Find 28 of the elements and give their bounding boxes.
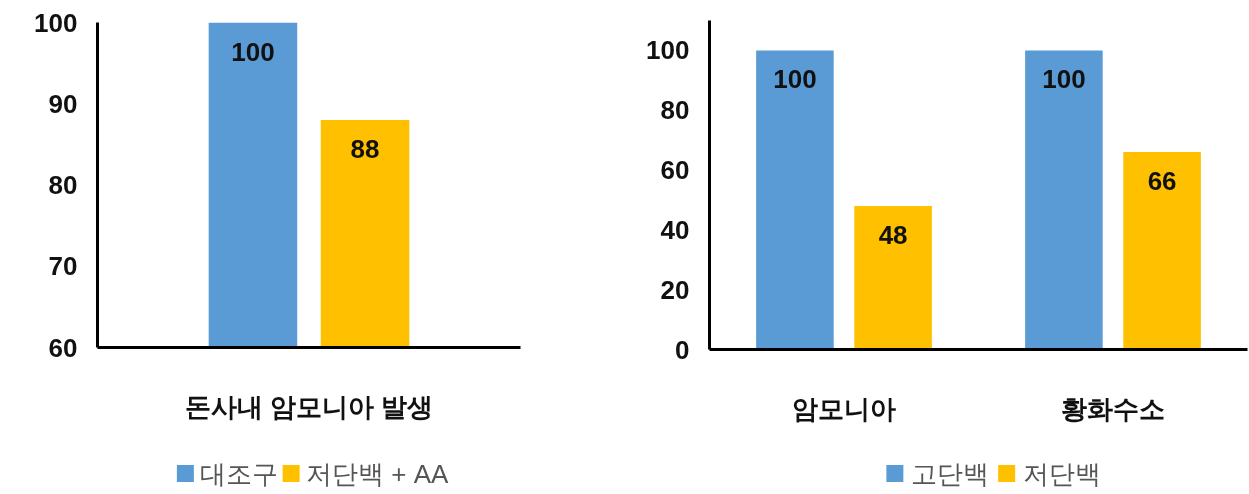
bar xyxy=(1025,50,1103,350)
y-tick-label: 100 xyxy=(646,35,690,66)
legend-label: 대조구 xyxy=(200,458,279,489)
data-label: 48 xyxy=(878,219,908,250)
y-tick-label: 80 xyxy=(48,170,78,200)
x-tick-label: 돈사내 암모니아 발생 xyxy=(184,391,434,422)
data-label: 100 xyxy=(1042,64,1086,95)
y-tick-label: 20 xyxy=(660,274,690,305)
legend-label: 고단백 xyxy=(911,458,990,489)
y-tick-label: 80 xyxy=(660,95,690,126)
x-tick-label: 황화수소 xyxy=(1061,393,1165,424)
data-label: 100 xyxy=(773,64,817,95)
y-tick-label: 100 xyxy=(34,7,78,38)
data-label: 66 xyxy=(1147,166,1177,197)
y-tick-label: 60 xyxy=(48,332,78,363)
bar xyxy=(756,50,834,350)
y-tick-label: 0 xyxy=(675,334,690,365)
legend-label: 저단백 xyxy=(1023,458,1102,489)
bar xyxy=(854,205,932,350)
y-tick-label: 60 xyxy=(660,155,690,186)
y-tick-label: 90 xyxy=(48,88,78,119)
bar xyxy=(1123,152,1201,350)
y-tick-label: 70 xyxy=(48,251,78,282)
data-label: 88 xyxy=(350,134,380,164)
y-tick-label: 40 xyxy=(660,214,690,245)
data-label: 100 xyxy=(231,36,275,67)
x-tick-label: 암모니아 xyxy=(792,393,896,424)
legend-label: 저단백 + AA xyxy=(306,458,450,489)
